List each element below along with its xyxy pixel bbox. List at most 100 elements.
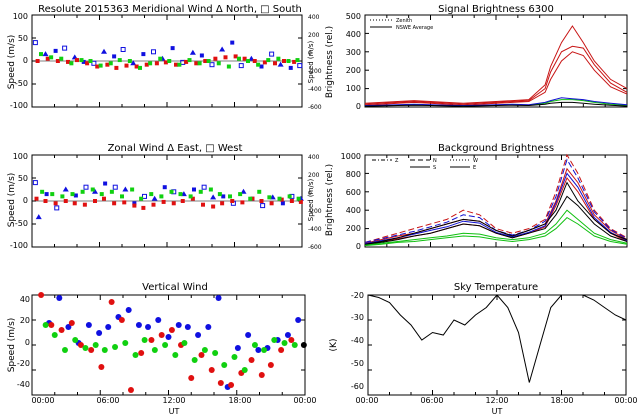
bg-legend-n: N — [433, 158, 437, 164]
zonal-point — [161, 199, 166, 204]
vert-point — [241, 367, 248, 373]
merid-point — [108, 61, 113, 66]
zonal-point — [230, 199, 235, 203]
merid-point — [35, 59, 40, 63]
zonal-point — [92, 188, 98, 194]
zonal-point — [289, 199, 294, 203]
merid-point — [120, 47, 126, 52]
merid-point — [81, 59, 86, 64]
vert-point — [172, 352, 179, 358]
sky-ytick-label: -50 — [351, 359, 364, 368]
zonal-point — [99, 192, 104, 197]
merid-ytick-labels-right: 400 200 0 -200 -400 -600 — [308, 14, 322, 111]
bg-legend: Z N S W E — [372, 158, 478, 171]
merid-point — [144, 62, 149, 67]
vert-point — [234, 345, 241, 351]
zonal-point — [201, 202, 205, 207]
signal-series-line — [364, 101, 628, 107]
vert-frame — [31, 294, 306, 396]
zonal-ytick-label-right: -600 — [308, 244, 322, 251]
zonal-ytick-label: 50 — [18, 174, 28, 183]
signal-ylabel: Brightness (rel.) — [325, 26, 335, 98]
zonal-point — [238, 192, 243, 197]
zonal-point — [151, 202, 156, 207]
vert-point — [248, 357, 255, 363]
zonal-ytick-labels: 100 50 0 -50 -100 — [10, 152, 28, 250]
zonal-ytick-label: -100 — [10, 241, 28, 250]
merid-point — [66, 59, 70, 64]
vert-point — [135, 322, 142, 328]
panel-signal-brightness: Signal Brightness 6300 Brightness (rel.)… — [325, 4, 554, 111]
panel-sky-temperature: Sky Temperature (K) -20 -30 -40 -50 -60 … — [329, 282, 638, 416]
zonal-point — [50, 192, 55, 197]
merid-ytick-label-right: 0 — [308, 50, 312, 57]
vert-xtick-label: 00:00 — [31, 396, 54, 405]
merid-point — [209, 62, 215, 68]
vert-point — [261, 347, 268, 353]
vert-point — [132, 352, 139, 358]
vert-point — [48, 322, 55, 328]
vert-point — [271, 337, 278, 343]
vert-point — [198, 352, 205, 358]
vert-point — [72, 337, 79, 343]
signal-ytick-label: 100 — [346, 84, 361, 93]
zonal-ytick-label-right: -200 — [308, 208, 322, 215]
zonal-point — [208, 187, 213, 192]
zonal-point — [44, 192, 49, 197]
vert-point — [181, 340, 188, 346]
vert-point — [98, 364, 105, 370]
vert-point — [88, 347, 95, 353]
merid-point — [59, 56, 64, 61]
signal-series-line — [364, 97, 628, 107]
zonal-point — [280, 201, 285, 206]
merid-point — [114, 65, 119, 70]
vert-point — [291, 342, 298, 348]
merid-point — [295, 58, 300, 63]
vert-point — [251, 342, 258, 348]
bg-series-line — [364, 181, 628, 245]
vert-point — [205, 324, 212, 330]
zonal-point — [102, 196, 106, 201]
vert-point — [221, 362, 228, 368]
merid-point — [167, 59, 172, 63]
zonal-point — [217, 192, 222, 197]
vert-point — [155, 317, 162, 323]
vert-point — [148, 337, 155, 343]
vert-xlabel: UT — [169, 407, 180, 416]
vert-point — [258, 372, 265, 378]
zonal-point — [82, 202, 87, 207]
bg-series-line — [364, 195, 628, 246]
vert-point — [122, 340, 129, 346]
bg-ytick-label: 1000 — [341, 152, 361, 161]
merid-point — [49, 55, 54, 60]
zonal-point — [83, 184, 89, 190]
merid-point — [105, 62, 110, 67]
merid-point — [112, 54, 117, 59]
vert-point — [195, 332, 202, 338]
merid-point — [213, 56, 218, 61]
panel-zonal-wind: Zonal Wind Δ East, □ West Speed (m/s) Sp… — [7, 143, 322, 251]
merid-point — [101, 48, 107, 54]
merid-point — [282, 59, 286, 63]
zonal-point — [132, 203, 137, 208]
zonal-point — [112, 201, 117, 206]
sky-ytick-labels: -20 -30 -40 -50 -60 — [351, 291, 364, 391]
signal-title: Signal Brightness 6300 — [438, 4, 554, 15]
merid-point — [259, 64, 264, 69]
vert-point — [51, 332, 58, 338]
bg-series-line — [364, 216, 628, 247]
zonal-point — [210, 194, 217, 200]
zonal-point — [159, 194, 164, 199]
zonal-point — [54, 205, 60, 211]
merid-ytick-labels: 100 50 0 -50 -100 — [10, 12, 28, 110]
zonal-point — [277, 196, 282, 201]
bg-ytick-label: 400 — [346, 206, 361, 215]
zonal-point — [287, 194, 292, 199]
vert-point — [278, 347, 285, 353]
bg-series-line — [364, 172, 628, 245]
merid-point — [39, 52, 43, 57]
merid-point — [53, 48, 58, 53]
merid-point — [219, 46, 226, 52]
merid-point — [237, 56, 241, 61]
zonal-point — [72, 201, 77, 206]
